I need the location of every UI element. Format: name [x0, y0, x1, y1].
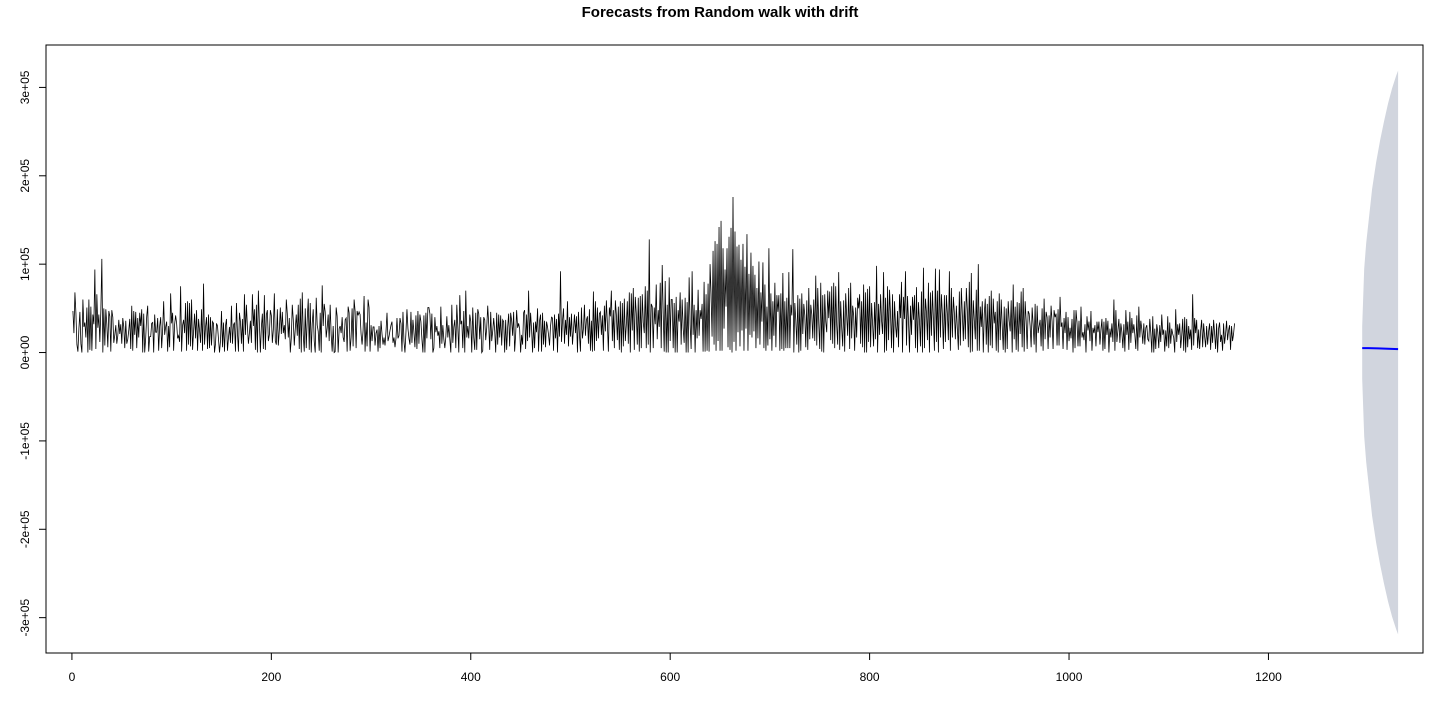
interval-layer [1362, 70, 1399, 635]
y-tick-label: 3e+05 [18, 70, 32, 104]
y-tick-label: -3e+05 [18, 599, 32, 637]
prediction-interval [1362, 70, 1399, 635]
x-tick-label: 0 [69, 670, 76, 684]
forecast-line [1362, 347, 1399, 351]
x-tick-label: 400 [461, 670, 481, 684]
plot-frame [45, 44, 1424, 654]
series-layer [72, 196, 1399, 354]
chart-title: Forecasts from Random walk with drift [581, 4, 859, 21]
axis-layer: 0 200 400 600 800 1000 1200 -3e+05 -2e+05 -1e+05 0… [18, 44, 1424, 684]
x-tick-label: 200 [261, 670, 281, 684]
y-tick-label: 1e+05 [18, 247, 32, 281]
observed-series-line [72, 196, 1235, 354]
x-tick-label: 600 [660, 670, 680, 684]
y-tick-label: 2e+05 [18, 159, 32, 193]
x-tick-label: 800 [860, 670, 880, 684]
x-tick-label: 1200 [1255, 670, 1282, 684]
y-tick-label: -2e+05 [18, 510, 32, 548]
y-tick-label: 0e+00 [18, 335, 32, 369]
y-tick-label: -1e+05 [18, 422, 32, 460]
x-tick-label: 1000 [1056, 670, 1083, 684]
